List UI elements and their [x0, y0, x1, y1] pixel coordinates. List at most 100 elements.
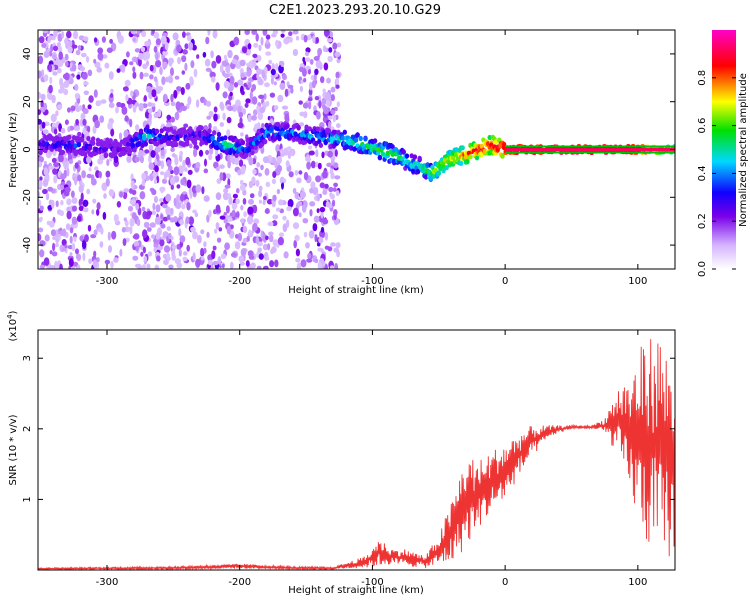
- snr-x-label: Height of straight line (km): [288, 585, 424, 596]
- x-tick-label: -200: [228, 577, 251, 588]
- noise-speckle: [58, 46, 63, 53]
- noise-speckle: [261, 123, 265, 128]
- noise-speckle: [48, 264, 55, 269]
- noise-speckle: [123, 188, 130, 193]
- noise-speckle: [231, 58, 238, 65]
- noise-speckle: [64, 72, 70, 81]
- noise-speckle: [156, 111, 160, 117]
- noise-speckle: [69, 235, 73, 244]
- noise-speckle: [235, 234, 239, 239]
- noise-speckle: [303, 171, 309, 181]
- noise-speckle: [215, 222, 220, 230]
- noise-speckle: [331, 199, 336, 207]
- noise-speckle: [277, 94, 284, 103]
- noise-speckle: [154, 165, 159, 173]
- noise-speckle: [79, 235, 84, 242]
- noise-speckle: [169, 217, 175, 223]
- noise-speckle: [251, 96, 258, 105]
- noise-speckle: [242, 46, 248, 54]
- noise-speckle: [97, 100, 102, 106]
- noise-speckle: [328, 115, 333, 120]
- noise-speckle: [256, 55, 262, 62]
- colorbar-label: Normalized spectral amplitude: [738, 73, 749, 227]
- noise-speckle: [295, 248, 300, 257]
- noise-speckle: [94, 61, 101, 68]
- signal-cell: [353, 137, 359, 143]
- noise-speckle: [264, 208, 270, 214]
- noise-speckle: [226, 129, 231, 137]
- noise-speckle: [240, 204, 244, 211]
- noise-speckle: [242, 225, 248, 233]
- noise-speckle: [282, 223, 288, 233]
- noise-speckle: [94, 166, 99, 171]
- y-tick-label: 1: [22, 496, 33, 502]
- noise-speckle: [132, 104, 137, 113]
- noise-speckle: [270, 68, 276, 76]
- noise-speckle: [225, 173, 231, 179]
- signal-cell: [215, 145, 220, 151]
- noise-speckle: [327, 55, 333, 63]
- noise-speckle: [146, 86, 152, 93]
- noise-speckle: [124, 220, 129, 227]
- noise-speckle: [213, 161, 219, 169]
- noise-speckle: [247, 206, 254, 215]
- noise-speckle: [50, 229, 56, 237]
- noise-speckle: [306, 161, 311, 170]
- noise-speckle: [246, 47, 251, 56]
- noise-speckle: [176, 44, 182, 53]
- noise-speckle: [107, 231, 111, 241]
- y-tick-label: 3: [22, 355, 33, 361]
- signal-cell: [234, 152, 239, 158]
- noise-speckle: [82, 118, 87, 126]
- signal-cell: [468, 154, 473, 160]
- noise-speckle: [218, 227, 223, 232]
- noise-speckle: [210, 71, 216, 79]
- noise-speckle: [322, 170, 328, 179]
- noise-speckle: [151, 210, 157, 215]
- noise-speckle: [268, 59, 273, 65]
- noise-speckle: [182, 159, 186, 168]
- noise-speckle: [141, 206, 146, 212]
- noise-speckle: [123, 129, 129, 138]
- noise-speckle: [62, 228, 67, 237]
- noise-speckle: [271, 63, 276, 71]
- noise-speckle: [107, 121, 113, 130]
- signal-cell: [142, 135, 147, 141]
- noise-speckle: [129, 61, 134, 66]
- noise-speckle: [216, 178, 222, 184]
- signal-cell: [318, 142, 324, 148]
- noise-speckle: [258, 76, 262, 84]
- noise-speckle: [253, 109, 258, 116]
- noise-speckle: [263, 93, 267, 100]
- noise-speckle: [306, 258, 313, 263]
- noise-speckle: [153, 32, 160, 39]
- noise-speckle: [156, 160, 162, 167]
- noise-speckle: [182, 49, 188, 55]
- signal-cell: [342, 129, 347, 135]
- noise-speckle: [181, 70, 186, 75]
- noise-speckle: [51, 199, 55, 209]
- noise-speckle: [308, 230, 315, 239]
- noise-speckle: [247, 114, 252, 123]
- colorbar-tick-label: 0.6: [697, 118, 708, 134]
- noise-speckle: [74, 125, 80, 131]
- noise-speckle: [99, 241, 104, 248]
- noise-speckle: [284, 113, 290, 122]
- noise-speckle: [326, 77, 331, 84]
- noise-speckle: [265, 256, 270, 261]
- spectrogram-x-label: Height of straight line (km): [288, 285, 424, 296]
- noise-speckle: [139, 155, 144, 164]
- signal-cell: [455, 156, 461, 162]
- noise-speckle: [252, 168, 257, 175]
- noise-speckle: [260, 36, 264, 46]
- noise-speckle: [81, 71, 88, 80]
- noise-speckle: [272, 214, 279, 220]
- signal-cell: [436, 170, 441, 176]
- noise-speckle: [317, 261, 323, 269]
- noise-speckle: [181, 55, 187, 63]
- signal-cell: [487, 134, 492, 141]
- noise-speckle: [99, 154, 106, 161]
- noise-speckle: [302, 102, 309, 109]
- noise-speckle: [39, 249, 45, 258]
